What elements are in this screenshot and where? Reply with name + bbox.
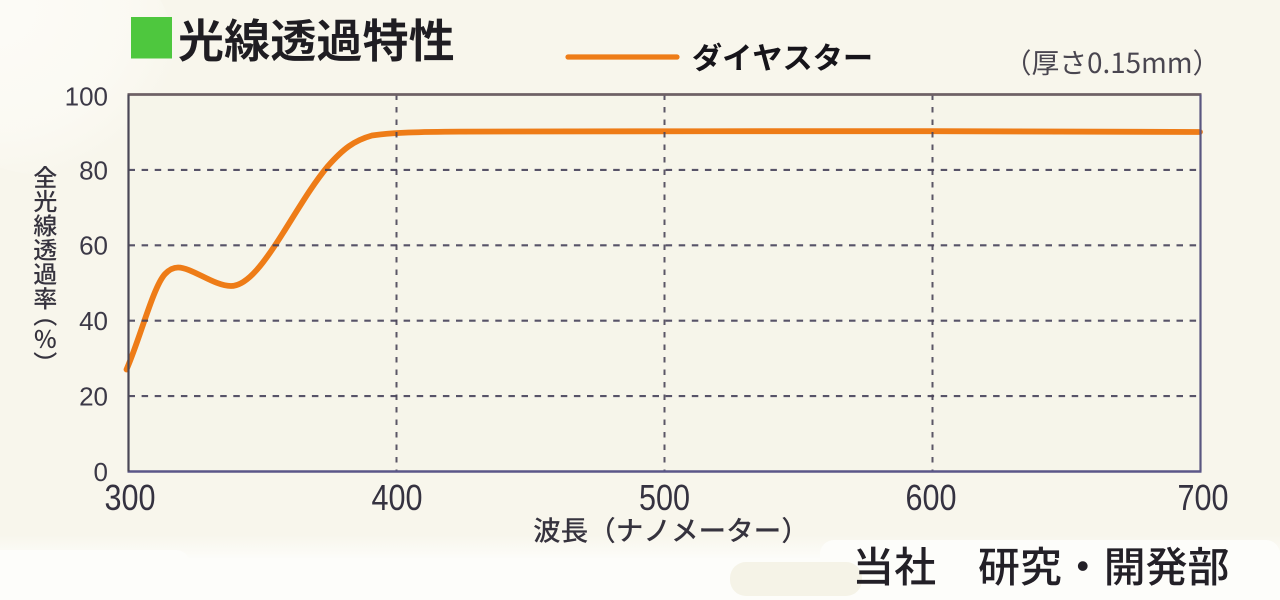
svg-text:0: 0: [94, 457, 108, 487]
svg-text:60: 60: [79, 231, 108, 261]
svg-text:100: 100: [65, 81, 108, 111]
svg-text:40: 40: [79, 306, 108, 336]
svg-text:400: 400: [372, 477, 423, 518]
svg-text:500: 500: [639, 477, 690, 518]
svg-text:20: 20: [79, 381, 108, 411]
svg-text:80: 80: [79, 155, 108, 185]
svg-text:600: 600: [906, 477, 957, 518]
svg-text:300: 300: [105, 477, 156, 518]
svg-text:700: 700: [1178, 477, 1229, 518]
